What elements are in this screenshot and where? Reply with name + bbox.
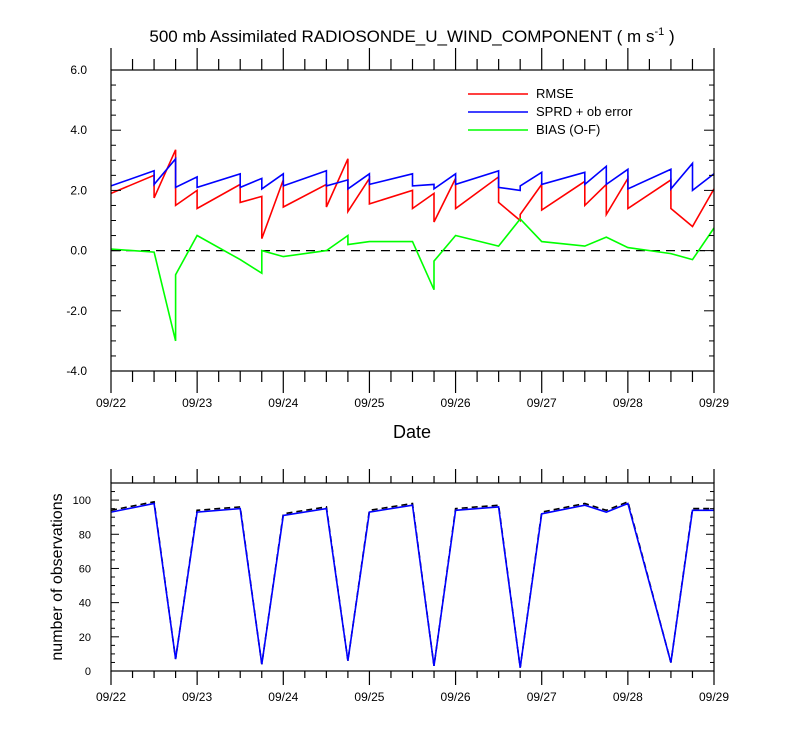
y-axis-label-observations: number of observations [49, 493, 66, 660]
observations-line-used [110, 502, 714, 668]
top-plot-y-ticks: -4.0 -2.0 0.0 2.0 4.0 6.0 [66, 63, 714, 378]
chart-title: 500 mb Assimilated RADIOSONDE_U_WIND_COM… [149, 26, 674, 46]
chart-title-superscript: -1 [654, 26, 664, 38]
top-plot-x-ticks: 09/22 09/23 09/24 09/25 09/26 09/27 09/28 09/29 [96, 48, 729, 410]
x-tick-label: 09/27 [527, 396, 557, 410]
top-plot-series [110, 149, 715, 342]
x-tick-label: 09/25 [354, 396, 384, 410]
y-tick-label: 40 [79, 598, 91, 610]
x-tick-label: 09/23 [182, 690, 212, 704]
y-tick-label: -4.0 [66, 364, 87, 378]
legend-label: BIAS (O-F) [536, 122, 600, 137]
y-tick-label: 0 [85, 666, 91, 678]
y-tick-label: 2.0 [70, 183, 87, 197]
chart-title-main: 500 mb Assimilated RADIOSONDE_U_WIND_COM… [149, 27, 654, 46]
series-line-sprd-ob-error [110, 156, 715, 193]
y-tick-label: 0.0 [70, 244, 87, 258]
legend: RMSE SPRD + ob error BIAS (O-F) [468, 86, 633, 137]
legend-label: SPRD + ob error [536, 104, 633, 119]
x-tick-label: 09/29 [699, 396, 729, 410]
x-tick-label: 09/26 [441, 690, 471, 704]
series-line-rmse [110, 149, 715, 239]
x-tick-label: 09/24 [268, 396, 298, 410]
series-line-bias-o-f [110, 217, 715, 342]
y-tick-label: 100 [73, 495, 91, 507]
x-axis-label: Date [393, 422, 431, 442]
y-tick-label: 4.0 [70, 123, 87, 137]
x-tick-label: 09/28 [613, 690, 643, 704]
x-tick-label: 09/26 [441, 396, 471, 410]
y-tick-label: -2.0 [66, 304, 87, 318]
legend-label: RMSE [536, 86, 574, 101]
x-tick-label: 09/25 [354, 690, 384, 704]
bottom-plot-series [110, 500, 714, 668]
y-tick-label: 6.0 [70, 63, 87, 77]
x-tick-label: 09/28 [613, 396, 643, 410]
y-tick-label: 60 [79, 563, 91, 575]
observations-line-possible [110, 500, 714, 668]
x-tick-label: 09/23 [182, 396, 212, 410]
chart-title-end: ) [664, 27, 674, 46]
x-tick-label: 09/29 [699, 690, 729, 704]
x-tick-label: 09/22 [96, 690, 126, 704]
x-tick-label: 09/24 [268, 690, 298, 704]
y-tick-label: 20 [79, 632, 91, 644]
bottom-plot-y-ticks: 0 20 40 60 80 100 [73, 482, 714, 678]
x-tick-label: 09/27 [527, 690, 557, 704]
y-tick-label: 80 [79, 529, 91, 541]
x-tick-label: 09/22 [96, 396, 126, 410]
bottom-plot-x-ticks: 09/22 09/23 09/24 09/25 09/26 09/27 09/28 09/29 [96, 469, 729, 704]
